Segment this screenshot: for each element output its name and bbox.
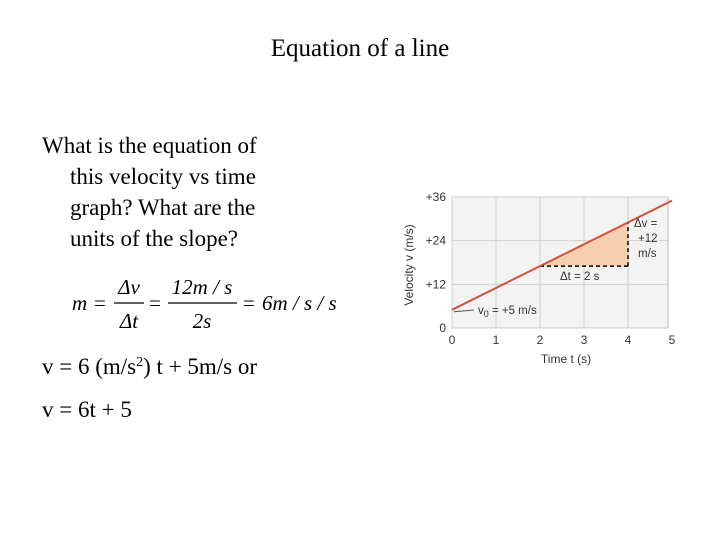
y-tick-label: +36: [426, 190, 447, 204]
y-tick-label: +24: [426, 234, 447, 248]
answer-line: v = 6 (m/s2) t + 5m/s or: [42, 354, 257, 379]
annotation: Δt = 2 s: [560, 271, 600, 283]
annotation-part: = +5 m/s: [489, 305, 537, 317]
x-tick-label: 5: [669, 333, 676, 347]
frac-num: 12m / s: [172, 275, 233, 299]
annotation: v0 = +5 m/s: [478, 305, 537, 319]
x-tick-label: 0: [449, 333, 456, 347]
chart: 0 +12 +24 +36 0 1 2 3 4 5 Time t (s) Velocity v (m/…: [402, 190, 676, 366]
y-tick-label: +12: [426, 277, 447, 291]
annotation-part: v: [478, 305, 484, 317]
annotation: +12: [638, 233, 658, 245]
eq-lhs: m: [72, 291, 87, 315]
data-line: [451, 199, 673, 311]
slide-title: Equation of a line: [271, 35, 449, 62]
frac-den: Δt: [119, 309, 139, 333]
x-tick-label: 2: [537, 333, 544, 347]
x-axis-label: Time t (s): [541, 352, 591, 366]
question-line: units of the slope?: [70, 226, 238, 251]
y-tick-label: 0: [439, 321, 446, 335]
x-tick-label: 1: [493, 333, 500, 347]
eq-sign: =: [243, 291, 255, 315]
subscript: 0: [484, 309, 489, 319]
question-line: graph? What are the: [70, 195, 255, 220]
annotation: Δv =: [634, 218, 658, 230]
annotation: m/s: [638, 248, 657, 260]
y-axis-label: Velocity v (m/s): [402, 224, 416, 305]
eq-result: 6m / s / s: [262, 291, 337, 315]
eq-sign: =: [149, 291, 161, 315]
leader-line: [453, 309, 475, 313]
equation: m = Δv Δt = 12m / s 2s = 6m / s / s: [72, 275, 337, 333]
frac-den: 2s: [193, 309, 212, 333]
question-line: What is the equation of: [42, 133, 257, 158]
question-line: this velocity vs time: [70, 164, 256, 189]
x-tick-label: 4: [625, 333, 632, 347]
answer-text: v = 6 (m/s: [42, 354, 136, 379]
answer-text: ) t + 5m/s or: [143, 354, 257, 379]
x-tick-label: 3: [581, 333, 588, 347]
frac-num: Δv: [117, 275, 140, 299]
superscript: 2: [136, 355, 143, 370]
answer-line: v = 6t + 5: [42, 397, 132, 422]
eq-sign: =: [94, 291, 106, 315]
